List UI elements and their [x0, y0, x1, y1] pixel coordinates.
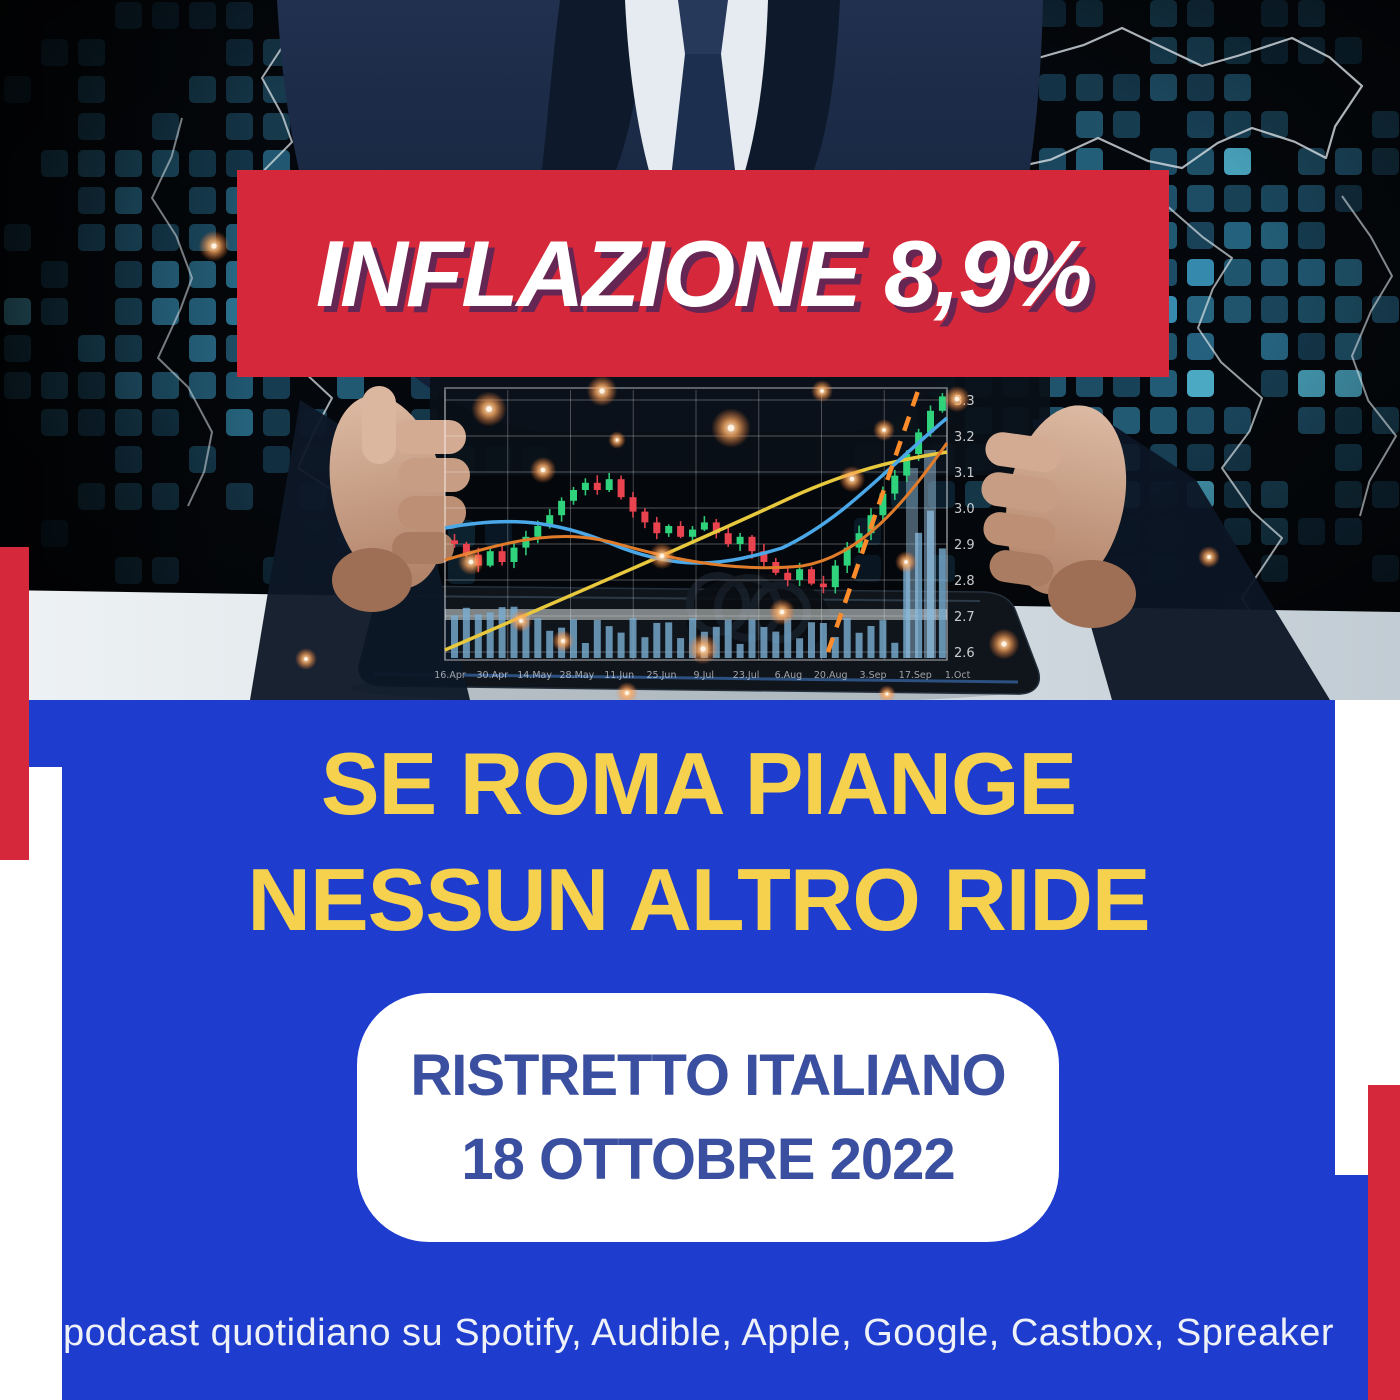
svg-text:6.Aug: 6.Aug — [775, 670, 803, 681]
left-shadow — [0, 0, 260, 700]
orange-ma-line — [444, 442, 949, 570]
svg-text:9.Jul: 9.Jul — [694, 670, 715, 681]
svg-text:3.0: 3.0 — [954, 502, 975, 517]
episode-badge: RISTRETTO ITALIANO 18 OTTOBRE 2022 — [357, 993, 1059, 1242]
svg-text:16.Apr: 16.Apr — [434, 670, 466, 681]
svg-text:30.Apr: 30.Apr — [477, 670, 509, 681]
badge-show-name: RISTRETTO ITALIANO — [410, 1042, 1006, 1108]
inflation-banner-label: INFLAZIONE 8,9% — [315, 220, 1092, 326]
svg-text:23.Jul: 23.Jul — [733, 670, 760, 681]
platforms-caption: podcast quotidiano su Spotify, Audible, … — [62, 1312, 1335, 1354]
svg-text:2.8: 2.8 — [954, 574, 975, 589]
suit-lapel-left — [540, 0, 648, 185]
svg-text:2.9: 2.9 — [954, 538, 975, 553]
svg-text:2.6: 2.6 — [954, 646, 975, 661]
volume-spike — [924, 450, 936, 658]
svg-text:2.7: 2.7 — [954, 610, 975, 625]
blue-panel-notch-left — [29, 700, 62, 767]
tie — [671, 54, 736, 178]
svg-text:14.May: 14.May — [517, 670, 552, 681]
chart-axis-labels: 3.33.23.13.02.92.82.72.616.Apr30.Apr14.M… — [434, 394, 974, 681]
svg-text:3.2: 3.2 — [954, 430, 975, 445]
svg-text:17.Sep: 17.Sep — [899, 670, 932, 681]
suit-lapel-right — [745, 0, 840, 190]
headline: SE ROMA PIANGE NESSUN ALTRO RIDE — [62, 726, 1335, 958]
svg-text:3.Sep: 3.Sep — [860, 670, 887, 681]
svg-text:20.Aug: 20.Aug — [814, 670, 848, 681]
red-accent-right — [1368, 1085, 1400, 1400]
orange-dashed-trend-line — [825, 384, 923, 653]
glow-particles — [198, 230, 1220, 704]
svg-text:28.May: 28.May — [560, 670, 595, 681]
left-hand — [329, 386, 470, 612]
headline-line2: NESSUN ALTRO RIDE — [247, 850, 1150, 949]
svg-text:1.Oct: 1.Oct — [945, 670, 971, 681]
blue-panel-notch-right — [1335, 1175, 1368, 1400]
chart-price-band — [445, 609, 947, 620]
tie-knot — [678, 0, 728, 54]
holographic-stock-chart: 3.33.23.13.02.92.82.72.616.Apr30.Apr14.M… — [434, 384, 975, 681]
svg-text:3.1: 3.1 — [954, 466, 975, 481]
badge-episode-date: 18 OTTOBRE 2022 — [461, 1126, 955, 1192]
inflation-banner: INFLAZIONE 8,9% — [237, 170, 1169, 377]
right-hand — [981, 405, 1136, 628]
headline-line1: SE ROMA PIANGE — [320, 734, 1077, 833]
red-accent-left — [0, 547, 29, 860]
svg-text:25.Jun: 25.Jun — [647, 670, 677, 681]
svg-text:11.Jun: 11.Jun — [604, 670, 634, 681]
